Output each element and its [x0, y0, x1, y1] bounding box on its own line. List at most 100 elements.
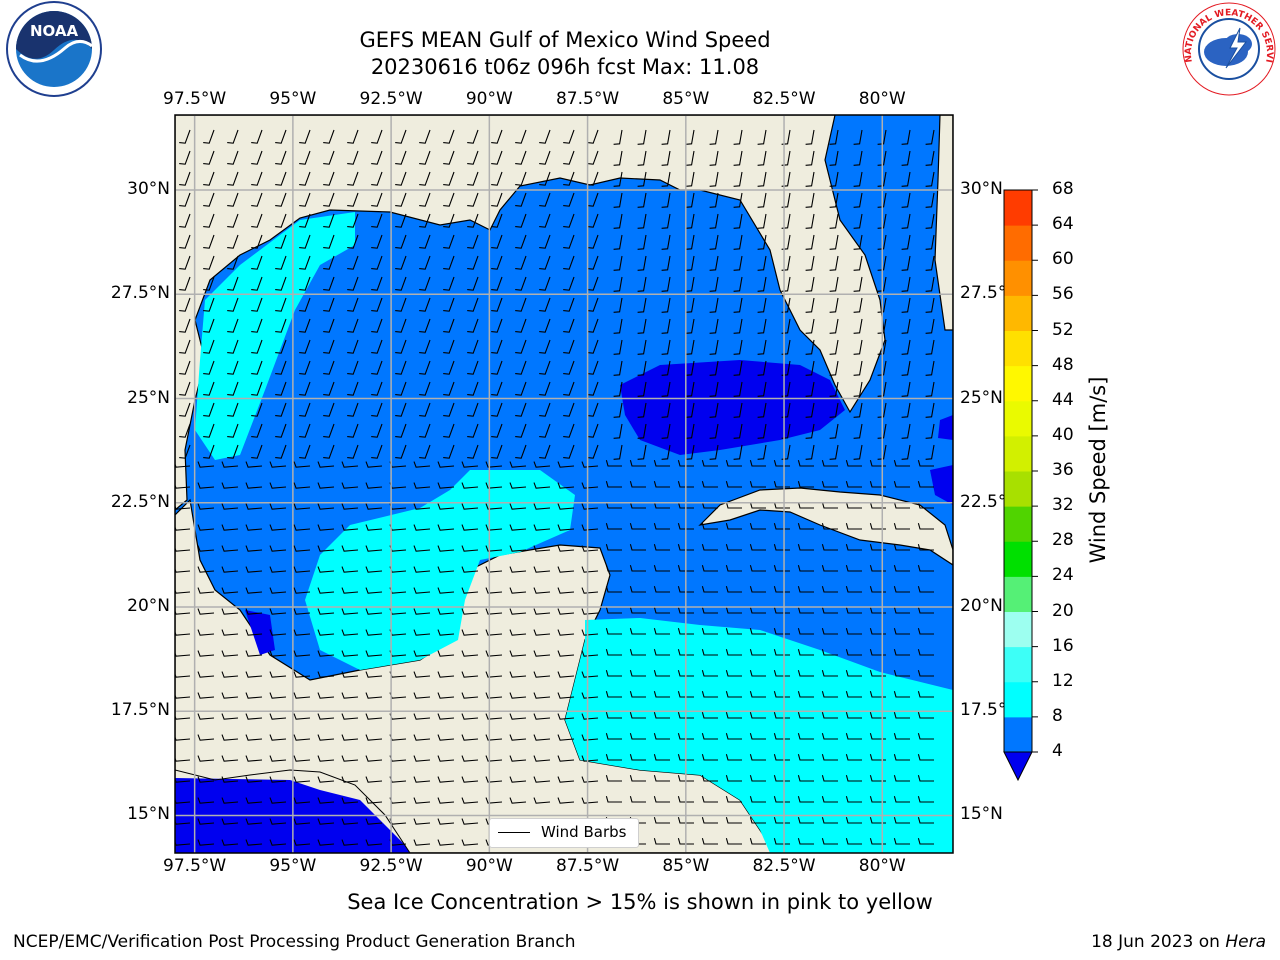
wind-barb	[317, 461, 335, 468]
wind-barb	[461, 839, 479, 846]
wind-barb	[821, 838, 838, 845]
wind-barb	[805, 276, 815, 292]
wind-barb	[323, 297, 335, 312]
wind-barb	[685, 339, 695, 355]
wind-barb	[805, 171, 815, 187]
wind-barb	[203, 339, 215, 354]
wind-barb	[317, 608, 335, 615]
wind-barb	[323, 171, 335, 186]
wind-barb	[419, 402, 431, 417]
wind-barb	[613, 129, 623, 145]
wind-barb	[587, 297, 599, 312]
wind-barb	[221, 818, 239, 825]
wind-barb	[245, 692, 263, 699]
wind-barb	[269, 503, 287, 510]
wind-barb	[269, 524, 287, 531]
colorbar-segment	[1004, 190, 1032, 226]
wind-barb	[581, 734, 599, 741]
wind-barb	[661, 255, 671, 271]
wind-barb	[341, 776, 359, 783]
wind-barb	[797, 796, 814, 803]
wind-barb	[563, 297, 575, 312]
wind-barb	[413, 713, 431, 720]
wind-barb	[613, 171, 623, 187]
wind-barb	[749, 607, 766, 614]
wind-barb	[293, 545, 311, 552]
lat-lon-grid	[175, 115, 953, 853]
wind-barb	[829, 402, 839, 418]
wind-barb	[773, 691, 790, 698]
wind-barb	[587, 318, 599, 333]
wind-barb	[701, 460, 718, 467]
wind-barb	[203, 171, 215, 186]
wind-barb	[653, 460, 670, 467]
wind-barb	[677, 607, 694, 614]
wind-barb	[853, 171, 863, 187]
wind-barb	[917, 733, 934, 740]
wind-barb	[413, 629, 431, 636]
wind-barb	[485, 797, 503, 804]
wind-barb	[443, 150, 455, 165]
wind-barb	[365, 692, 383, 699]
wind-barb	[821, 544, 838, 551]
wind-barb	[661, 360, 671, 376]
wind-barb	[365, 713, 383, 720]
wind-barb	[515, 381, 527, 396]
wind-barb	[557, 776, 575, 783]
wind-barb	[877, 213, 887, 229]
wind-barb	[293, 629, 311, 636]
wind-barb	[853, 339, 863, 355]
wind-barb	[629, 712, 646, 719]
wind-barb	[853, 213, 863, 229]
wind-barb	[733, 171, 743, 187]
wind-barb	[341, 734, 359, 741]
wind-barb	[605, 691, 622, 698]
wind-barb	[371, 255, 383, 270]
wind-barb	[709, 402, 719, 418]
colorbar-tick-label: 16	[1052, 635, 1074, 656]
wind-barb	[637, 318, 647, 334]
wind-barb	[251, 129, 263, 144]
wind-barb	[901, 213, 911, 229]
wind-barb	[175, 525, 191, 531]
wind-barb	[317, 545, 335, 552]
wind-barb	[629, 460, 646, 467]
colorbar-segment	[1004, 716, 1032, 753]
wind-barb	[821, 670, 838, 677]
wind-barb	[515, 171, 527, 186]
wind-barb	[829, 381, 839, 397]
wind-barb	[227, 402, 239, 417]
wind-barb	[797, 586, 814, 593]
wind-barb	[365, 776, 383, 783]
colorbar-tick-label: 36	[1052, 460, 1074, 480]
colorbar-segment	[1004, 541, 1032, 577]
wind-barb	[557, 629, 575, 636]
wind-barb	[701, 544, 718, 551]
wind-barb	[709, 150, 719, 166]
wind-barb	[805, 192, 815, 208]
wind-barb	[893, 712, 910, 719]
wind-barb	[605, 502, 622, 509]
wind-barb	[341, 818, 359, 825]
wind-barb	[925, 192, 935, 208]
wind-barb	[725, 649, 742, 656]
wind-barb	[701, 607, 718, 614]
wind-barb	[419, 360, 431, 375]
wind-barb	[587, 213, 599, 228]
wind-barb	[293, 713, 311, 720]
wind-barb	[221, 671, 239, 678]
wind-barb	[677, 460, 694, 467]
wind-barb	[797, 607, 814, 614]
wind-barb	[869, 775, 886, 782]
wind-barb	[491, 171, 503, 186]
wind-barb	[227, 192, 239, 207]
wind-barb	[877, 339, 887, 355]
lon-tick-bottom: 92.5°W	[359, 856, 423, 876]
wind-barb	[509, 692, 527, 699]
wind-barb	[365, 734, 383, 741]
wind-barb	[251, 276, 263, 291]
wind-barb	[227, 171, 239, 186]
wind-barb	[509, 482, 527, 489]
wind-barb	[605, 670, 622, 677]
wind-barb	[197, 545, 215, 552]
